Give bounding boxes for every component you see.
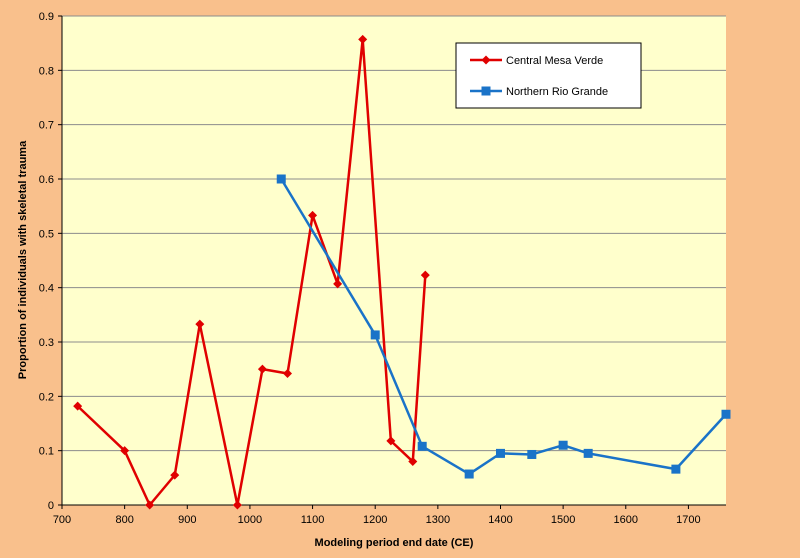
data-point xyxy=(558,440,568,450)
data-point xyxy=(721,409,731,419)
x-tick-label: 1600 xyxy=(614,514,638,526)
gridlines xyxy=(62,15,726,452)
legend-item: Northern Rio Grande xyxy=(470,86,608,98)
x-tick-label: 700 xyxy=(53,514,71,526)
series-line xyxy=(76,38,427,507)
x-tick-label: 1400 xyxy=(488,514,512,526)
series-line xyxy=(280,178,727,476)
x-tick-label: 1200 xyxy=(363,514,387,526)
data-point xyxy=(417,441,427,451)
data-point xyxy=(308,210,318,220)
x-tick-label: 800 xyxy=(115,514,133,526)
data-point xyxy=(583,448,593,458)
legend-marker xyxy=(481,55,491,65)
legend-box xyxy=(455,42,642,109)
y-tick-label: 0.2 xyxy=(39,391,54,403)
y-axis-title: Proportion of individuals with skeletal … xyxy=(17,140,29,379)
series-1 xyxy=(276,174,731,479)
y-tick-label: 0.4 xyxy=(39,283,54,295)
y-tick-label: 0.3 xyxy=(39,337,54,349)
data-point xyxy=(283,369,293,379)
x-axis-title: Modeling period end date (CE) xyxy=(315,537,474,549)
data-point xyxy=(370,330,380,340)
legend-marker xyxy=(481,86,491,96)
y-tick-label: 0.1 xyxy=(39,446,54,458)
x-tick-label: 1000 xyxy=(238,514,262,526)
legend-label: Northern Rio Grande xyxy=(506,86,608,98)
series-0 xyxy=(73,34,430,510)
data-point xyxy=(420,270,430,280)
data-point xyxy=(276,174,286,184)
y-tick-label: 0.6 xyxy=(39,174,54,186)
data-point xyxy=(386,436,396,446)
legend-label: Central Mesa Verde xyxy=(506,55,603,67)
data-point xyxy=(195,319,205,329)
legend-item: Central Mesa Verde xyxy=(470,55,603,67)
data-point xyxy=(408,457,418,467)
y-tick-label: 0.7 xyxy=(39,120,54,132)
data-point xyxy=(527,449,537,459)
y-tick-label: 0.9 xyxy=(39,11,54,23)
y-tick-label: 0 xyxy=(48,500,54,512)
x-tick-label: 1300 xyxy=(426,514,450,526)
data-point xyxy=(495,448,505,458)
x-tick-label: 1500 xyxy=(551,514,575,526)
x-tick-label: 1700 xyxy=(676,514,700,526)
data-point xyxy=(170,470,180,480)
data-point xyxy=(358,34,368,44)
y-tick-label: 0.8 xyxy=(39,65,54,77)
x-tick-label: 1100 xyxy=(301,514,325,526)
data-point xyxy=(120,446,130,456)
data-point xyxy=(333,279,343,289)
x-tick-label: 900 xyxy=(178,514,196,526)
data-point xyxy=(73,401,83,411)
data-point xyxy=(257,364,267,374)
legend: Central Mesa Verde Northern Rio Grande xyxy=(455,42,642,109)
data-point xyxy=(464,469,474,479)
y-tick-label: 0.5 xyxy=(39,228,54,240)
series-layer xyxy=(73,34,731,510)
axes: 0 0.1 0.2 0.3 0.4 0.5 0.6 0.7 0.8 0.9 700 800 900 100… xyxy=(39,11,726,526)
data-point xyxy=(232,500,242,510)
data-point xyxy=(145,500,155,510)
data-point xyxy=(671,464,681,474)
